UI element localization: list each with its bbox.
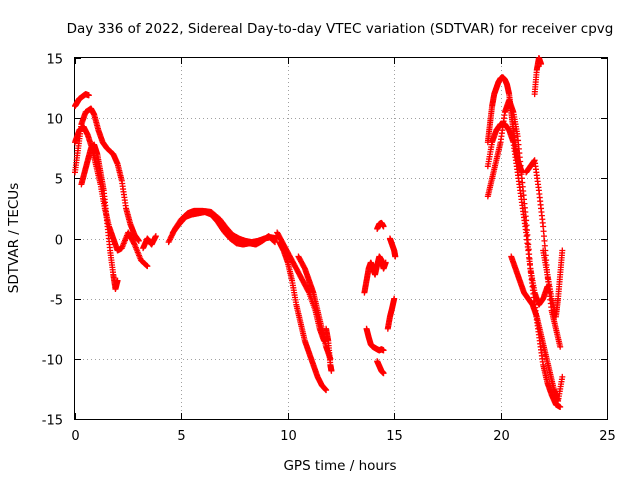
series-track-u bbox=[508, 253, 566, 404]
series-track-g bbox=[169, 209, 279, 248]
y-tick-label: 15 bbox=[46, 53, 63, 68]
data-point bbox=[114, 277, 121, 284]
x-tick-label: 25 bbox=[599, 429, 616, 444]
y-tick-label: -15 bbox=[42, 414, 63, 429]
y-tick-label: -10 bbox=[42, 354, 63, 369]
plot-frame bbox=[74, 57, 608, 420]
data-point bbox=[557, 403, 564, 410]
x-tick-label: 15 bbox=[386, 429, 403, 444]
series-track-w bbox=[531, 55, 545, 98]
x-tick-label: 20 bbox=[493, 429, 510, 444]
y-tick-label: 0 bbox=[55, 234, 63, 249]
data-point bbox=[380, 370, 387, 377]
chart-title: Day 336 of 2022, Sidereal Day-to-day VTE… bbox=[67, 21, 614, 37]
y-axis-label: SDTVAR / TECUs bbox=[6, 183, 22, 293]
series-track-h bbox=[276, 239, 330, 394]
x-tick-label: 10 bbox=[280, 429, 297, 444]
y-tick-label: -5 bbox=[50, 294, 63, 309]
data-point bbox=[328, 367, 335, 374]
data-point bbox=[380, 223, 387, 230]
data-point bbox=[85, 92, 92, 99]
series-track-e bbox=[140, 233, 159, 252]
data-point bbox=[382, 259, 389, 266]
x-tick-label: 5 bbox=[177, 429, 185, 444]
series-track-q bbox=[384, 295, 398, 332]
data-point bbox=[559, 373, 566, 380]
data-point bbox=[392, 253, 399, 260]
series-track-n bbox=[361, 253, 389, 296]
data-point bbox=[559, 247, 566, 254]
series-track-m bbox=[374, 358, 387, 377]
series-track-d bbox=[78, 141, 121, 293]
series-track-c bbox=[72, 91, 92, 110]
series-track-l bbox=[363, 325, 387, 354]
data-point bbox=[391, 295, 398, 302]
data-point bbox=[135, 237, 142, 244]
data-points bbox=[72, 55, 566, 410]
y-tick-label: 10 bbox=[46, 113, 63, 128]
data-point bbox=[152, 233, 159, 240]
series-track-o bbox=[374, 219, 387, 232]
series-track-p bbox=[386, 235, 399, 260]
y-tick-label: 5 bbox=[55, 173, 63, 188]
x-tick-label: 0 bbox=[71, 429, 79, 444]
data-point bbox=[323, 387, 330, 394]
data-point bbox=[380, 347, 387, 354]
series-track-a bbox=[72, 105, 142, 244]
data-point bbox=[557, 343, 564, 350]
series-track-x bbox=[540, 247, 566, 320]
axis-ticks: 0 5 10 15 20 25 15 10 5 0 -5 -10 -15 bbox=[42, 53, 616, 445]
series-track-k bbox=[323, 325, 335, 374]
data-point bbox=[144, 263, 151, 270]
data-point bbox=[538, 61, 545, 68]
x-axis-label: GPS time / hours bbox=[283, 458, 396, 474]
